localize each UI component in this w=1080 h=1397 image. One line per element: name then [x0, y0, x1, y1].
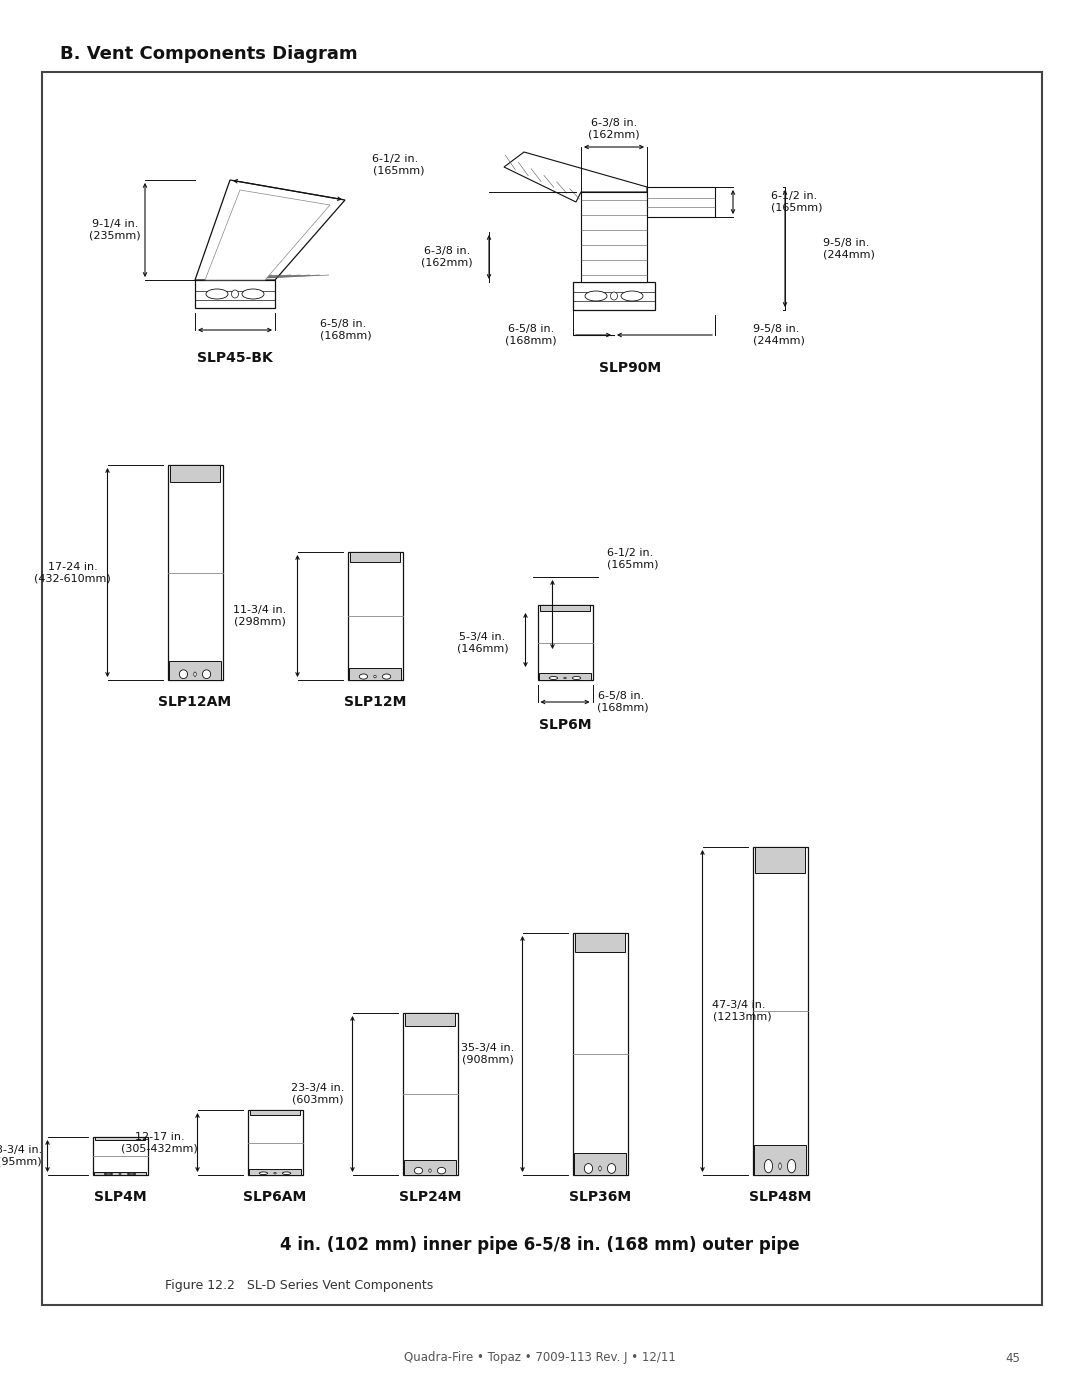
Ellipse shape	[550, 676, 557, 679]
Bar	[170, 465, 220, 482]
Bar	[753, 847, 808, 1175]
Text: 45: 45	[1005, 1351, 1020, 1365]
Ellipse shape	[105, 1173, 112, 1175]
Bar	[349, 669, 401, 680]
Ellipse shape	[283, 1172, 291, 1175]
Bar	[575, 1153, 625, 1175]
Polygon shape	[205, 190, 330, 279]
Text: SLP36M: SLP36M	[569, 1190, 631, 1204]
Bar	[539, 673, 591, 680]
Text: 6-1/2 in.
(165mm): 6-1/2 in. (165mm)	[607, 548, 659, 570]
Bar	[404, 1161, 456, 1175]
Text: 35-3/4 in.
(908mm): 35-3/4 in. (908mm)	[461, 1044, 514, 1065]
Bar	[573, 282, 654, 310]
Text: 9-5/8 in.
(244mm): 9-5/8 in. (244mm)	[823, 237, 875, 260]
Text: 9-1/4 in.
(235mm): 9-1/4 in. (235mm)	[90, 219, 140, 240]
Ellipse shape	[598, 1166, 602, 1171]
Ellipse shape	[206, 289, 228, 299]
Bar	[170, 661, 220, 680]
Ellipse shape	[607, 1164, 616, 1173]
Text: SLP6AM: SLP6AM	[243, 1190, 307, 1204]
Text: SLP12AM: SLP12AM	[159, 694, 231, 710]
Ellipse shape	[584, 1164, 593, 1173]
Bar	[572, 933, 627, 1175]
Ellipse shape	[193, 672, 197, 676]
Ellipse shape	[231, 291, 239, 298]
Bar	[405, 1013, 456, 1025]
Bar	[581, 191, 647, 282]
Bar	[95, 1137, 146, 1140]
Bar	[538, 605, 593, 680]
Text: SLP48M: SLP48M	[748, 1190, 811, 1204]
Ellipse shape	[374, 675, 376, 678]
Text: 6-5/8 in.
(168mm): 6-5/8 in. (168mm)	[597, 692, 649, 712]
Bar	[350, 552, 401, 562]
Text: 6-5/8 in.
(168mm): 6-5/8 in. (168mm)	[505, 324, 557, 346]
Bar	[754, 1146, 806, 1175]
Ellipse shape	[415, 1168, 422, 1173]
Bar	[575, 933, 625, 953]
Bar	[403, 1013, 458, 1175]
Text: 6-1/2 in.
(165mm): 6-1/2 in. (165mm)	[373, 154, 424, 176]
Ellipse shape	[429, 1169, 431, 1172]
Polygon shape	[195, 180, 345, 279]
Text: 6-3/8 in.
(162mm): 6-3/8 in. (162mm)	[421, 246, 473, 268]
Ellipse shape	[765, 1160, 772, 1173]
Text: SLP24M: SLP24M	[399, 1190, 461, 1204]
Text: 9-5/8 in.
(244mm): 9-5/8 in. (244mm)	[753, 324, 805, 346]
Bar	[348, 552, 403, 680]
Text: 17-24 in.
(432-610mm): 17-24 in. (432-610mm)	[35, 562, 111, 584]
Text: Quadra-Fire • Topaz • 7009-113 Rev. J • 12/11: Quadra-Fire • Topaz • 7009-113 Rev. J • …	[404, 1351, 676, 1365]
Text: SLP6M: SLP6M	[539, 718, 591, 732]
Ellipse shape	[572, 676, 581, 679]
Ellipse shape	[202, 669, 211, 679]
Text: 3-3/4 in.
(95mm): 3-3/4 in. (95mm)	[0, 1146, 42, 1166]
Ellipse shape	[127, 1173, 136, 1175]
Text: 6-5/8 in.
(168mm): 6-5/8 in. (168mm)	[320, 319, 372, 341]
Ellipse shape	[787, 1160, 796, 1173]
Ellipse shape	[382, 673, 391, 679]
Bar	[540, 605, 591, 610]
Bar	[94, 1172, 146, 1175]
Bar	[247, 1111, 302, 1175]
Polygon shape	[504, 152, 647, 203]
Text: SLP4M: SLP4M	[94, 1190, 146, 1204]
Bar	[249, 1111, 300, 1115]
Text: 5-3/4 in.
(146mm): 5-3/4 in. (146mm)	[457, 631, 509, 654]
Text: 11-3/4 in.
(298mm): 11-3/4 in. (298mm)	[233, 605, 286, 627]
Text: SLP45-BK: SLP45-BK	[198, 351, 273, 365]
Ellipse shape	[564, 678, 566, 679]
Bar	[249, 1169, 301, 1175]
Text: SLP90M: SLP90M	[599, 360, 661, 374]
Text: 6-3/8 in.
(162mm): 6-3/8 in. (162mm)	[589, 119, 639, 140]
Text: 4 in. (102 mm) inner pipe 6-5/8 in. (168 mm) outer pipe: 4 in. (102 mm) inner pipe 6-5/8 in. (168…	[280, 1236, 800, 1255]
Text: 6-1/2 in.
(165mm): 6-1/2 in. (165mm)	[771, 191, 823, 212]
Ellipse shape	[437, 1168, 446, 1173]
Ellipse shape	[179, 669, 188, 679]
Ellipse shape	[610, 292, 618, 300]
Text: 23-3/4 in.
(603mm): 23-3/4 in. (603mm)	[291, 1083, 345, 1105]
Bar	[42, 73, 1042, 1305]
Bar	[647, 187, 715, 217]
Ellipse shape	[621, 291, 643, 300]
Bar	[93, 1137, 148, 1175]
Bar	[195, 279, 275, 307]
Ellipse shape	[242, 289, 264, 299]
Text: 12-17 in.
(305-432mm): 12-17 in. (305-432mm)	[121, 1132, 198, 1154]
Text: Figure 12.2   SL-D Series Vent Components: Figure 12.2 SL-D Series Vent Components	[165, 1278, 433, 1291]
Ellipse shape	[360, 673, 367, 679]
Text: 47-3/4 in.
(1213mm): 47-3/4 in. (1213mm)	[713, 1000, 771, 1021]
Text: SLP12M: SLP12M	[343, 694, 406, 710]
Bar	[755, 847, 806, 873]
Ellipse shape	[259, 1172, 268, 1175]
Ellipse shape	[779, 1162, 781, 1169]
Text: B. Vent Components Diagram: B. Vent Components Diagram	[60, 45, 357, 63]
Ellipse shape	[585, 291, 607, 300]
Bar	[167, 465, 222, 680]
